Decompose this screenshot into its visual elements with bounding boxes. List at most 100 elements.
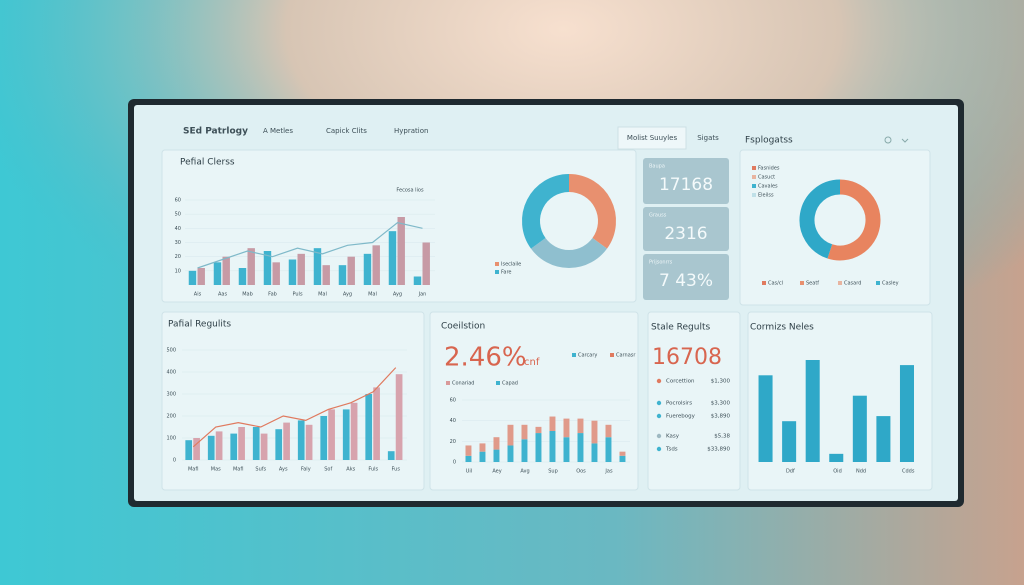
bar bbox=[222, 256, 230, 285]
legend-label: Casard bbox=[844, 281, 861, 287]
y-tick-label: 500 bbox=[166, 348, 176, 354]
bar bbox=[313, 248, 322, 285]
bar bbox=[215, 431, 223, 460]
x-tick-label: Faly bbox=[301, 467, 311, 473]
tab-label[interactable]: Sigats bbox=[697, 134, 719, 142]
bar bbox=[247, 248, 255, 285]
bar bbox=[397, 217, 405, 285]
nav-item[interactable]: Capick Clits bbox=[326, 127, 367, 135]
bar bbox=[185, 440, 193, 460]
y-tick-label: 300 bbox=[166, 392, 176, 398]
icon[interactable] bbox=[884, 136, 892, 144]
bar bbox=[193, 438, 200, 460]
bar bbox=[563, 437, 570, 462]
y-tick-label: 0 bbox=[453, 460, 456, 466]
row-dot bbox=[656, 378, 662, 384]
bar bbox=[207, 435, 215, 460]
x-tick-label: Uil bbox=[466, 469, 472, 475]
stat-value: 7 43% bbox=[659, 271, 713, 291]
legend-label: Carcary bbox=[578, 353, 597, 359]
stat-card bbox=[643, 207, 729, 251]
stat-label: Prijsonrrs bbox=[649, 260, 673, 266]
legend-label: Capad bbox=[502, 381, 518, 387]
nav-item[interactable]: A Metles bbox=[263, 127, 293, 135]
tab-label[interactable]: Molist Suuyles bbox=[627, 134, 678, 142]
panel-title: Fsplogatss bbox=[745, 136, 793, 146]
x-tick-label: Mal bbox=[318, 292, 327, 298]
icon[interactable] bbox=[901, 138, 909, 143]
bar bbox=[535, 426, 542, 434]
x-tick-label: Sup bbox=[548, 469, 558, 475]
bar bbox=[549, 416, 556, 431]
stat-card bbox=[643, 158, 729, 204]
legend-swatch bbox=[752, 184, 756, 188]
tab[interactable] bbox=[617, 126, 687, 150]
bar bbox=[605, 424, 612, 438]
legend-label: Fasnides bbox=[758, 166, 780, 172]
legend-swatch bbox=[876, 281, 880, 285]
trend-line bbox=[192, 367, 397, 448]
donut-segment bbox=[799, 179, 841, 259]
bar bbox=[238, 427, 245, 460]
donut-segment bbox=[530, 237, 608, 268]
bar bbox=[297, 253, 305, 285]
panel-title: Pefial Clerss bbox=[180, 158, 235, 168]
bar bbox=[322, 265, 330, 285]
row-label: Corcettion bbox=[666, 379, 695, 385]
donut-segment bbox=[522, 174, 570, 249]
y-tick-label: 40 bbox=[175, 226, 181, 232]
x-tick-label: Mas bbox=[211, 467, 221, 473]
legend-label: Fare bbox=[501, 270, 512, 276]
annotation: Fecosa lios bbox=[396, 188, 424, 194]
x-tick-label: Ais bbox=[194, 292, 202, 298]
legend-label: Iseclaile bbox=[501, 262, 521, 268]
x-tick-label: Oid bbox=[833, 469, 842, 475]
row-value: $1,300 bbox=[711, 379, 731, 385]
bar bbox=[260, 433, 268, 460]
x-tick-label: Puls bbox=[292, 292, 302, 298]
x-tick-label: Ddf bbox=[786, 469, 795, 475]
bar bbox=[535, 433, 542, 462]
bar bbox=[252, 427, 260, 460]
y-tick-label: 0 bbox=[173, 458, 176, 464]
panel bbox=[161, 311, 425, 491]
nav-item[interactable]: Hypration bbox=[394, 127, 428, 135]
bar bbox=[563, 418, 570, 438]
y-tick-label: 10 bbox=[175, 268, 181, 274]
row-label: Kasy bbox=[666, 434, 680, 440]
legend-swatch bbox=[495, 270, 499, 274]
stat-card bbox=[643, 254, 729, 300]
bar bbox=[619, 451, 626, 456]
legend-swatch bbox=[610, 353, 614, 357]
x-tick-label: Jan bbox=[418, 292, 427, 298]
bar bbox=[805, 360, 820, 462]
row-dot bbox=[656, 446, 662, 452]
donut-segment bbox=[827, 179, 881, 261]
bar bbox=[272, 262, 280, 285]
stat-label: Grauss bbox=[649, 213, 667, 219]
row-dot bbox=[656, 433, 662, 439]
x-tick-label: Jas bbox=[604, 469, 613, 475]
x-tick-label: Sufs bbox=[255, 467, 266, 473]
x-tick-label: Fus bbox=[392, 467, 401, 473]
unit: cnf bbox=[524, 357, 540, 368]
bar bbox=[297, 420, 305, 460]
legend-swatch bbox=[800, 281, 804, 285]
y-tick-label: 50 bbox=[175, 212, 181, 218]
y-tick-label: 100 bbox=[166, 436, 176, 442]
bar bbox=[275, 429, 283, 460]
bar bbox=[619, 455, 626, 462]
stat-value: 17168 bbox=[659, 175, 713, 195]
x-tick-label: Fuls bbox=[368, 467, 378, 473]
legend-label: Conariad bbox=[452, 381, 474, 387]
bar bbox=[782, 421, 797, 462]
bar bbox=[493, 437, 500, 450]
x-tick-label: Avg bbox=[520, 469, 529, 475]
trend-line bbox=[197, 222, 423, 269]
bar bbox=[373, 387, 380, 460]
x-tick-label: Ndd bbox=[856, 469, 866, 475]
bar bbox=[365, 394, 373, 460]
bar bbox=[388, 231, 397, 285]
legend-swatch bbox=[752, 166, 756, 170]
